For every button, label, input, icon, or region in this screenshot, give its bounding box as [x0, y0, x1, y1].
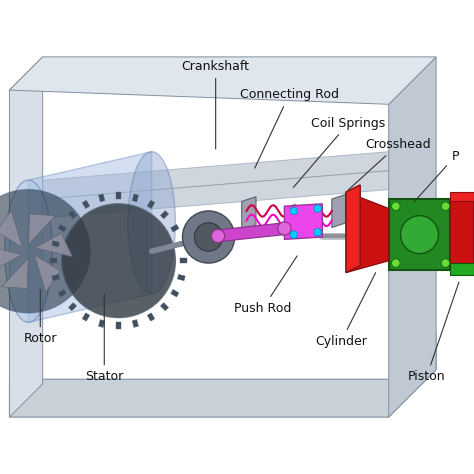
Text: P: P: [414, 150, 459, 202]
Ellipse shape: [128, 152, 175, 294]
Text: Push Rod: Push Rod: [234, 256, 297, 315]
Polygon shape: [82, 200, 90, 209]
Polygon shape: [450, 192, 474, 201]
Circle shape: [194, 223, 223, 251]
Circle shape: [182, 211, 235, 263]
Polygon shape: [58, 224, 66, 232]
Polygon shape: [242, 197, 256, 230]
Text: Crosshead: Crosshead: [348, 138, 431, 190]
Polygon shape: [68, 302, 77, 311]
Polygon shape: [180, 258, 187, 263]
Polygon shape: [171, 224, 179, 232]
Polygon shape: [147, 313, 155, 321]
Circle shape: [392, 259, 400, 267]
Circle shape: [211, 229, 225, 243]
Text: Coil Springs: Coil Springs: [293, 117, 385, 188]
Polygon shape: [116, 192, 121, 199]
Polygon shape: [99, 194, 105, 202]
Text: Stator: Stator: [85, 294, 123, 383]
Circle shape: [441, 259, 450, 267]
Polygon shape: [450, 201, 474, 265]
Polygon shape: [132, 319, 138, 328]
Circle shape: [392, 202, 400, 210]
Polygon shape: [171, 290, 179, 297]
Polygon shape: [52, 274, 60, 281]
Polygon shape: [35, 255, 60, 292]
Polygon shape: [82, 313, 90, 321]
Polygon shape: [147, 200, 155, 209]
Polygon shape: [346, 192, 389, 273]
Text: Piston: Piston: [408, 283, 459, 383]
Polygon shape: [0, 210, 22, 247]
Circle shape: [62, 204, 175, 318]
Polygon shape: [284, 204, 322, 239]
Circle shape: [314, 205, 321, 212]
Circle shape: [401, 216, 438, 254]
Polygon shape: [1, 258, 28, 289]
Circle shape: [314, 228, 321, 236]
Polygon shape: [389, 57, 436, 417]
Polygon shape: [389, 199, 450, 270]
Polygon shape: [346, 185, 360, 273]
Polygon shape: [43, 171, 389, 218]
Polygon shape: [28, 214, 55, 244]
Polygon shape: [0, 246, 22, 269]
Polygon shape: [160, 302, 169, 311]
Text: Cylinder: Cylinder: [315, 273, 375, 348]
Circle shape: [0, 190, 90, 313]
Polygon shape: [450, 263, 474, 275]
Polygon shape: [9, 57, 43, 417]
Polygon shape: [9, 57, 436, 104]
Polygon shape: [9, 332, 436, 417]
Polygon shape: [35, 234, 73, 257]
Polygon shape: [28, 152, 152, 322]
Text: Crankshaft: Crankshaft: [182, 60, 250, 149]
Polygon shape: [332, 194, 346, 228]
Text: Rotor: Rotor: [24, 290, 57, 346]
Polygon shape: [99, 319, 105, 328]
Polygon shape: [50, 258, 57, 263]
Polygon shape: [116, 322, 121, 329]
Polygon shape: [52, 241, 60, 247]
Polygon shape: [177, 274, 185, 281]
Circle shape: [441, 202, 450, 210]
Text: Connecting Rod: Connecting Rod: [240, 88, 338, 168]
Polygon shape: [43, 152, 389, 199]
Polygon shape: [160, 210, 169, 219]
Circle shape: [278, 222, 291, 235]
Ellipse shape: [5, 180, 52, 322]
Polygon shape: [68, 210, 77, 219]
Circle shape: [290, 207, 298, 215]
Polygon shape: [58, 290, 66, 297]
Polygon shape: [132, 194, 138, 202]
Circle shape: [290, 231, 298, 238]
Polygon shape: [218, 223, 284, 242]
Polygon shape: [177, 241, 185, 247]
